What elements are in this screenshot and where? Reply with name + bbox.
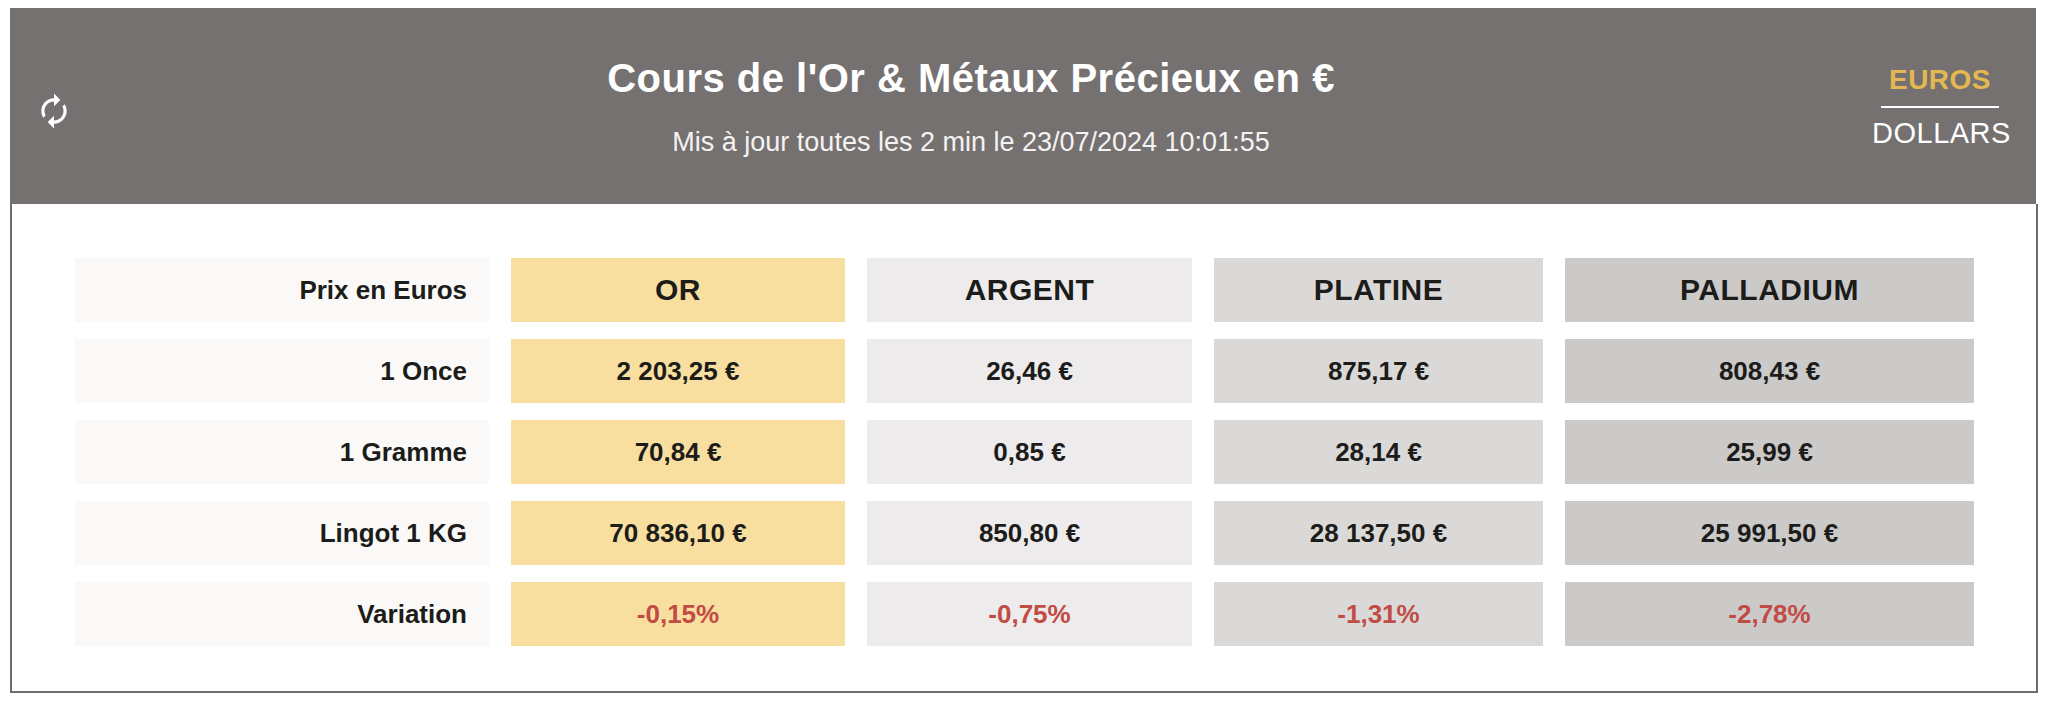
widget-header: Cours de l'Or & Métaux Précieux en € Mis… (10, 8, 2036, 204)
price-cell: 25 991,50 € (1565, 501, 1974, 565)
currency-toggle: EUROS DOLLARS (1872, 64, 2008, 150)
price-cell: 875,17 € (1214, 339, 1543, 403)
price-cell: 25,99 € (1565, 420, 1974, 484)
price-cell: 808,43 € (1565, 339, 1974, 403)
column-header-argent: ARGENT (867, 258, 1192, 322)
price-cell: 70 836,10 € (511, 501, 845, 565)
row-label-variation: Variation (75, 582, 489, 646)
currency-option-euros[interactable]: EUROS (1872, 64, 2008, 96)
variation-cell: -0,75% (867, 582, 1192, 646)
variation-cell: -2,78% (1565, 582, 1974, 646)
header-text-block: Cours de l'Or & Métaux Précieux en € Mis… (10, 56, 2036, 158)
update-timestamp: Mis à jour toutes les 2 min le 23/07/202… (10, 127, 1932, 158)
price-cell: 28 137,50 € (1214, 501, 1543, 565)
price-cell: 26,46 € (867, 339, 1192, 403)
row-label-gramme: 1 Gramme (75, 420, 489, 484)
variation-cell: -0,15% (511, 582, 845, 646)
page-title: Cours de l'Or & Métaux Précieux en € (10, 56, 1932, 101)
column-header-palladium: PALLADIUM (1565, 258, 1974, 322)
gold-price-widget: Cours de l'Or & Métaux Précieux en € Mis… (0, 0, 2048, 701)
price-table: Prix en Euros OR ARGENT PLATINE PALLADIU… (75, 258, 1974, 646)
table-panel: Prix en Euros OR ARGENT PLATINE PALLADIU… (10, 204, 2038, 693)
row-label-once: 1 Once (75, 339, 489, 403)
currency-option-dollars[interactable]: DOLLARS (1872, 117, 2008, 150)
variation-cell: -1,31% (1214, 582, 1543, 646)
column-header-or: OR (511, 258, 845, 322)
corner-cell: Prix en Euros (75, 258, 489, 322)
row-label-lingot: Lingot 1 KG (75, 501, 489, 565)
column-header-platine: PLATINE (1214, 258, 1543, 322)
price-cell: 28,14 € (1214, 420, 1543, 484)
price-cell: 850,80 € (867, 501, 1192, 565)
price-cell: 0,85 € (867, 420, 1192, 484)
price-cell: 70,84 € (511, 420, 845, 484)
price-cell: 2 203,25 € (511, 339, 845, 403)
currency-divider (1881, 106, 1999, 108)
